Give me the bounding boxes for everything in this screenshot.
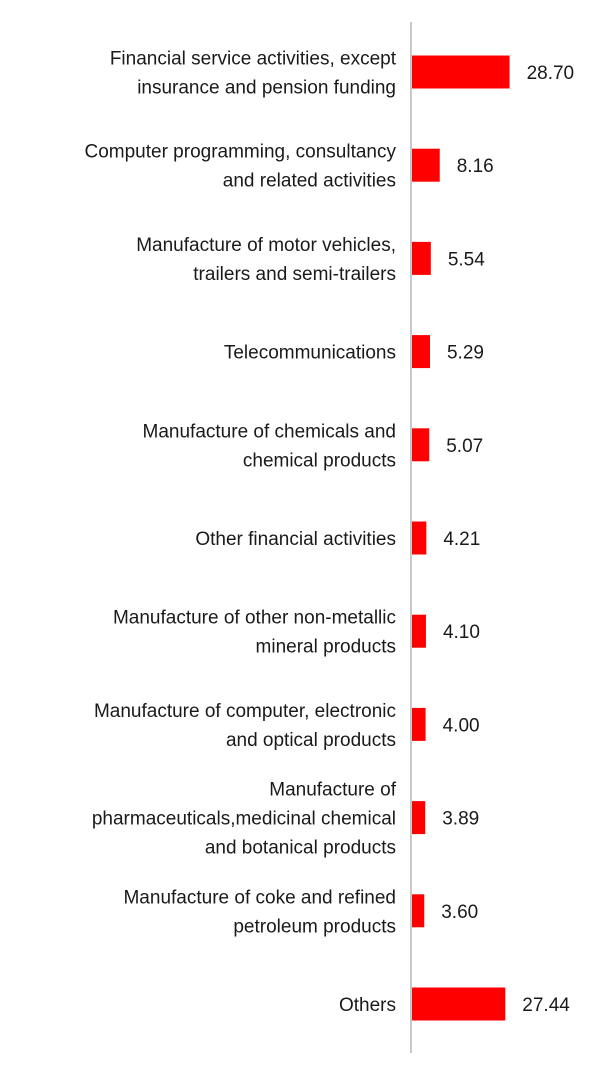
value-label: 3.60 bbox=[441, 902, 478, 923]
category-label-line: petroleum products bbox=[233, 916, 396, 937]
value-label: 5.07 bbox=[446, 436, 483, 457]
bar bbox=[412, 894, 425, 928]
category-label: Manufacture of motor vehicles, trailers a… bbox=[136, 235, 396, 285]
category-label: Manufacture of other non-metallic mineral… bbox=[113, 608, 396, 658]
category-label: Other financial activities bbox=[195, 529, 396, 550]
value-label: 4.00 bbox=[443, 715, 480, 736]
bar bbox=[412, 707, 426, 741]
bar bbox=[412, 148, 440, 182]
category-label-line: Telecommunications bbox=[224, 343, 396, 364]
category-label-line: insurance and pension funding bbox=[137, 78, 396, 99]
bar bbox=[412, 987, 506, 1021]
category-label-line: Manufacture of other non-metallic bbox=[113, 608, 396, 629]
category-label-line: and optical products bbox=[226, 730, 396, 751]
category-label-line: and botanical products bbox=[205, 838, 396, 859]
bar bbox=[412, 55, 510, 89]
bars bbox=[412, 55, 510, 1021]
category-label-line: Manufacture of bbox=[269, 780, 396, 801]
value-label: 5.54 bbox=[448, 249, 485, 270]
category-label: Manufacture of chemicals and chemical pro… bbox=[143, 421, 396, 471]
category-label: Others bbox=[339, 995, 396, 1016]
value-label: 5.29 bbox=[447, 343, 484, 364]
bar bbox=[412, 428, 430, 462]
category-label-line: mineral products bbox=[256, 637, 396, 658]
value-labels: 28.70 8.16 5.54 5.29 5.07 4.21 4.10 4.00 3.89 3.6… bbox=[441, 63, 574, 1016]
value-label: 4.10 bbox=[443, 622, 480, 643]
category-label: Manufacture of coke and refined petroleum… bbox=[123, 887, 396, 937]
value-label: 8.16 bbox=[457, 156, 494, 177]
category-label-line: trailers and semi-trailers bbox=[193, 264, 396, 285]
category-label-line: Others bbox=[339, 995, 396, 1016]
category-label: Telecommunications bbox=[224, 343, 396, 364]
category-label-line: Manufacture of motor vehicles, bbox=[136, 235, 396, 256]
bar bbox=[412, 801, 426, 835]
category-label: Manufacture of computer, electronic and o… bbox=[94, 701, 396, 751]
category-label-line: Manufacture of computer, electronic bbox=[94, 701, 396, 722]
value-label: 27.44 bbox=[522, 995, 570, 1016]
value-label: 4.21 bbox=[443, 529, 480, 550]
bar bbox=[412, 241, 431, 275]
category-labels: Financial service activities, except insu… bbox=[84, 49, 396, 1017]
category-label-line: chemical products bbox=[243, 450, 396, 471]
category-label-line: pharmaceuticals,medicinal chemical bbox=[92, 809, 396, 830]
category-label: Computer programming, consultancy and rel… bbox=[84, 142, 396, 192]
category-label-line: Computer programming, consultancy bbox=[84, 142, 396, 163]
value-label: 3.89 bbox=[442, 809, 479, 830]
category-label-line: Financial service activities, except bbox=[110, 49, 397, 70]
category-label-line: Other financial activities bbox=[195, 529, 396, 550]
bar bbox=[412, 614, 426, 648]
category-label-line: Manufacture of chemicals and bbox=[143, 421, 396, 442]
category-label-line: Manufacture of coke and refined bbox=[123, 887, 396, 908]
category-label: Financial service activities, except insu… bbox=[110, 49, 397, 99]
value-label: 28.70 bbox=[527, 63, 575, 84]
bar bbox=[412, 521, 427, 555]
category-label-line: and related activities bbox=[223, 171, 396, 192]
category-label: Manufacture of pharmaceuticals,medicinal … bbox=[92, 780, 397, 859]
bar bbox=[412, 335, 430, 369]
